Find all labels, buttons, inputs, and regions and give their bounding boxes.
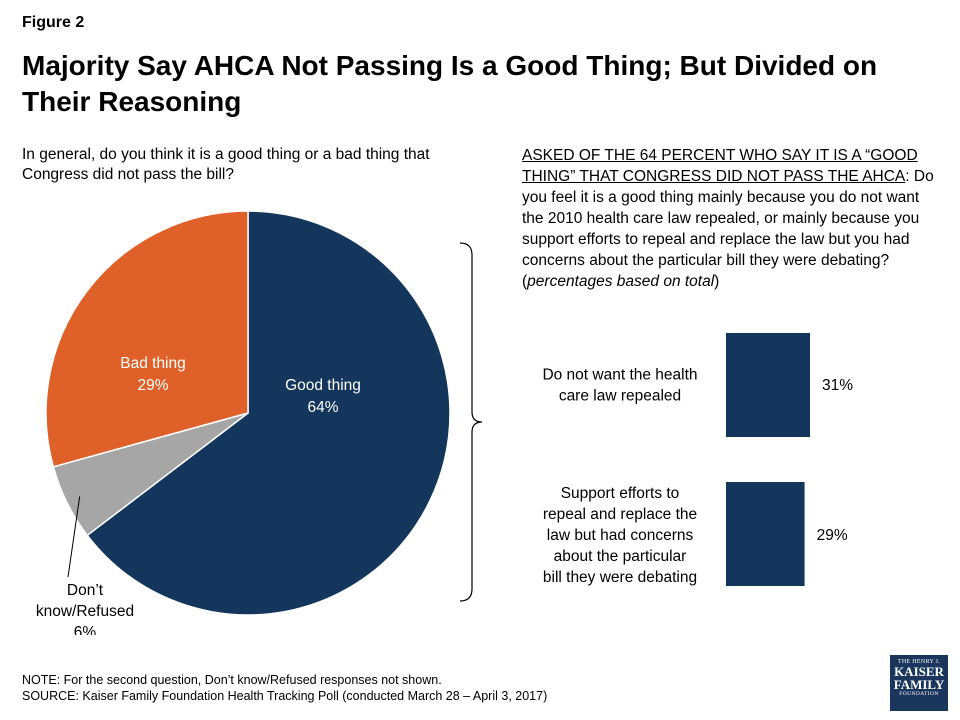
bar-chart: 31% Do not want the health care law repeal… — [459, 242, 853, 602]
logo-line-1: THE HENRY J. — [897, 659, 941, 665]
source-text: SOURCE: Kaiser Family Foundation Health … — [22, 689, 548, 703]
question-2-close: ) — [714, 273, 720, 290]
logo-line-3: FAMILY — [893, 677, 945, 692]
footnote: NOTE: For the second question, Don’t kno… — [22, 672, 547, 704]
question-2: ASKED OF THE 64 PERCENT WHO SAY IT IS A … — [522, 145, 942, 292]
figure-label: Figure 2 — [22, 14, 85, 31]
bar-category-label-2: Support efforts to repeal and replace the… — [543, 485, 697, 586]
pie-label-don-t-know-refused: Don’t know/Refused 6% — [36, 582, 134, 635]
pie-leader-line — [67, 496, 81, 578]
question-2-lead: ASKED OF THE 64 PERCENT WHO SAY IT IS A … — [522, 147, 918, 185]
logo-line-4: FOUNDATION — [899, 691, 939, 697]
question-2-body: : Do you feel it is a good thing mainly … — [522, 168, 934, 290]
bar-1 — [726, 333, 810, 437]
kff-logo: THE HENRY J. KAISER FAMILY FOUNDATION — [890, 655, 948, 711]
note-text: NOTE: For the second question, Don’t kno… — [22, 673, 442, 687]
pie-slice-bad-thing — [45, 210, 249, 468]
pie-label-bad-thing: Bad thing 29% — [120, 355, 186, 394]
bar-value-label-1: 31% — [822, 377, 853, 394]
bar-2 — [726, 482, 805, 586]
bar-category-label-1: Do not want the health care law repealed — [542, 367, 697, 405]
pie-slice-good-thing — [86, 210, 451, 616]
logo-line-2: KAISER — [894, 664, 944, 679]
question-2-italic: percentages based on total — [527, 273, 715, 290]
pie-chart: Good thing 64% Bad thing 29% Don’t know/Refus… — [36, 210, 451, 635]
question-1: In general, do you think it is a good th… — [22, 146, 430, 183]
bar-value-label-2: 29% — [817, 527, 848, 544]
chart-title: Majority Say AHCA Not Passing Is a Good … — [22, 50, 878, 117]
bracket — [459, 242, 483, 602]
pie-label-good-thing: Good thing 64% — [285, 377, 361, 416]
